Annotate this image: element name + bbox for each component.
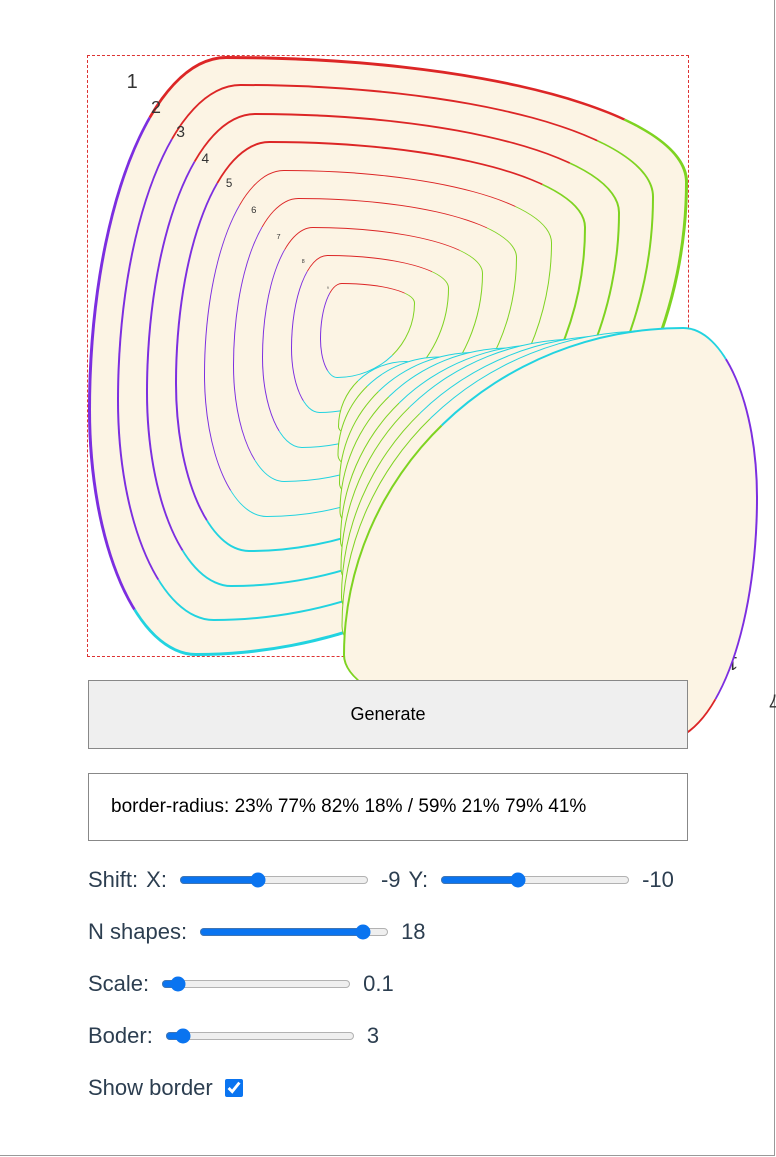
scale-slider[interactable]: [161, 976, 352, 992]
show-border-row: Show border: [88, 1073, 243, 1103]
shape-label: 7: [276, 231, 281, 241]
label: N shapes:: [88, 919, 188, 944]
label: Shift:: [88, 867, 139, 892]
shape-label: 17: [769, 690, 776, 711]
label: X:: [146, 867, 167, 892]
n-row: N shapes: 18: [88, 917, 426, 947]
value: -10: [642, 867, 674, 892]
scale-row: Scale: 0.1: [88, 969, 394, 999]
value: 0.1: [363, 971, 394, 996]
label: Boder:: [88, 1023, 153, 1048]
shape-label: 9: [326, 286, 329, 291]
shape-label: 2: [151, 97, 161, 118]
shift-row: Shift: X: -9 Y: -10: [88, 865, 674, 895]
border-row: Boder: 3: [88, 1021, 379, 1051]
shape-label: 5: [225, 177, 233, 190]
label: Show border: [88, 1075, 213, 1100]
shape-label: 4: [201, 151, 210, 167]
generate-button[interactable]: Generate: [88, 680, 688, 749]
shape-label: 1: [126, 70, 138, 93]
label: Scale:: [88, 971, 150, 996]
css-output: border-radius: 23% 77% 82% 18% / 59% 21%…: [88, 773, 688, 841]
css-property: border-radius:: [111, 796, 230, 817]
shape-label: 3: [176, 124, 186, 142]
value: 3: [366, 1023, 380, 1048]
show-border-checkbox[interactable]: [224, 1079, 243, 1097]
shape-label: 8: [301, 259, 305, 266]
shape-stage: 123456789101112131415161718: [87, 55, 776, 742]
y-slider[interactable]: [440, 872, 631, 888]
css-value: 23% 77% 82% 18% / 59% 21% 79% 41%: [234, 796, 587, 817]
value: 18: [401, 919, 426, 944]
x-slider[interactable]: [178, 872, 369, 888]
value: -9: [380, 867, 401, 892]
border-slider[interactable]: [164, 1028, 355, 1044]
shape-label: 6: [251, 204, 257, 216]
label: Y:: [408, 867, 429, 892]
n-slider[interactable]: [199, 924, 390, 940]
